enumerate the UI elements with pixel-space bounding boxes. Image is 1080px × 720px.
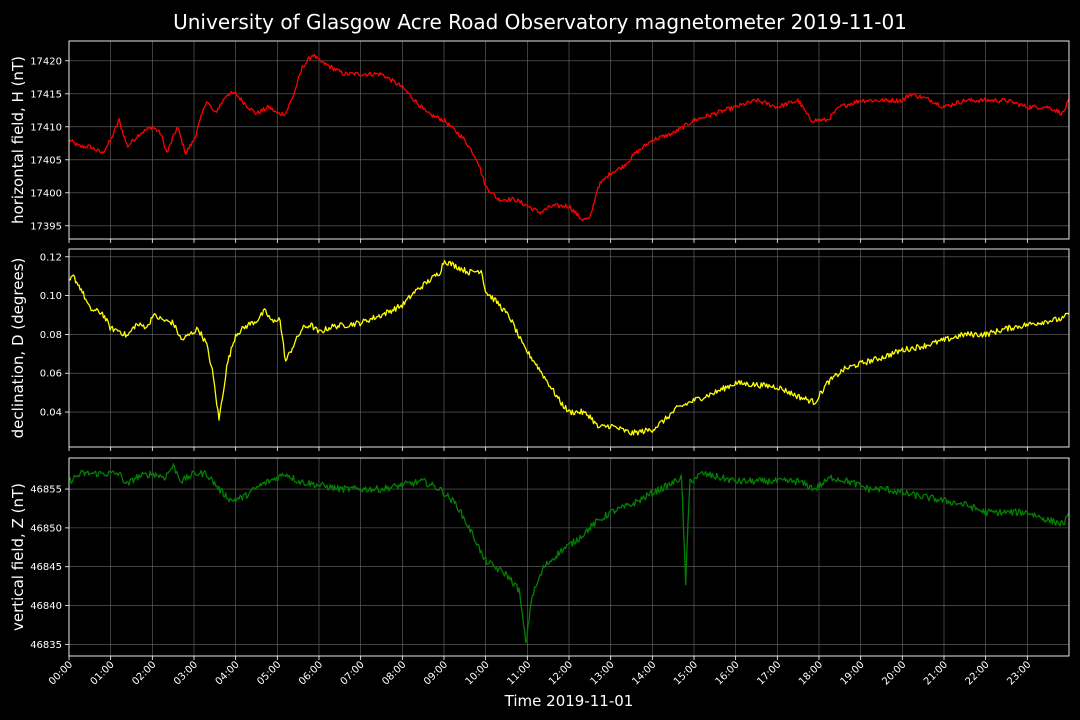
y-axis-label: declination, D (degrees) [9, 258, 27, 439]
x-tick-label: 02:00 [130, 659, 158, 687]
y-tick-label: 17400 [30, 188, 62, 199]
x-tick-label: 01:00 [89, 659, 117, 687]
x-tick-label: 13:00 [589, 659, 617, 687]
y-tick-label: 0.08 [40, 330, 62, 341]
series-line [68, 259, 1070, 436]
x-tick-label: 16:00 [714, 659, 742, 687]
series-line [68, 53, 1070, 222]
chart-title: University of Glasgow Acre Road Observat… [173, 10, 907, 34]
x-tick-label: 22:00 [964, 659, 992, 687]
x-tick-label: 07:00 [339, 659, 367, 687]
y-tick-label: 46845 [30, 562, 62, 573]
x-tick-label: 09:00 [422, 659, 450, 687]
x-tick-label: 08:00 [380, 659, 408, 687]
x-tick-label: 19:00 [839, 659, 867, 687]
x-tick-label: 17:00 [755, 659, 783, 687]
y-tick-label: 0.06 [40, 369, 62, 380]
axes-frame [68, 40, 1070, 240]
y-tick-label: 17415 [30, 89, 62, 100]
axes-frame [68, 457, 1070, 657]
y-tick-label: 17395 [30, 221, 62, 232]
y-tick-label: 46855 [30, 485, 62, 496]
x-tick-label: 18:00 [797, 659, 825, 687]
x-tick-label: 05:00 [255, 659, 283, 687]
x-tick-label: 14:00 [630, 659, 658, 687]
y-tick-label: 17420 [30, 56, 62, 67]
y-tick-label: 0.12 [40, 252, 62, 263]
panel-2: 0.04 0.06 0.08 0.10 0.12 declination, D (degr… [9, 248, 1070, 451]
x-tick-label: 04:00 [214, 659, 242, 687]
y-axis-label: horizontal field, H (nT) [9, 56, 27, 224]
series-line [68, 463, 1070, 644]
y-tick-label: 0.04 [40, 408, 62, 419]
x-tick-label: 00:00 [47, 659, 75, 687]
y-axis-label: vertical field, Z (nT) [9, 483, 27, 631]
y-tick-label: 46850 [30, 523, 62, 534]
x-tick-label: 21:00 [922, 659, 950, 687]
x-tick-label: 10:00 [464, 659, 492, 687]
x-tick-label: 15:00 [672, 659, 700, 687]
y-tick-label: 17410 [30, 122, 62, 133]
x-tick-label: 20:00 [880, 659, 908, 687]
y-tick-label: 46840 [30, 601, 62, 612]
x-axis-label: Time 2019-11-01 [504, 692, 634, 710]
y-tick-label: 0.10 [40, 291, 62, 302]
x-tick-label: 12:00 [547, 659, 575, 687]
x-tick-label: 06:00 [297, 659, 325, 687]
y-tick-label: 17405 [30, 155, 62, 166]
y-tick-label: 46835 [30, 640, 62, 651]
x-tick-label: 11:00 [505, 659, 533, 687]
panels: 17395 17400 17405 17410 17415 17420horizontal… [9, 40, 1070, 688]
axes-frame [68, 248, 1070, 448]
x-tick-label: 03:00 [172, 659, 200, 687]
x-tick-label: 23:00 [1005, 659, 1033, 687]
panel-1: 17395 17400 17405 17410 17415 17420horizontal… [9, 40, 1070, 243]
